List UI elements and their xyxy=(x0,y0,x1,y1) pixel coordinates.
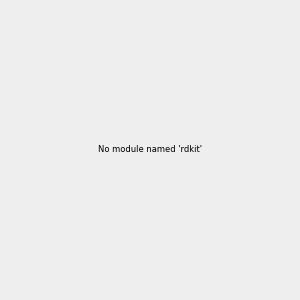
Text: No module named 'rdkit': No module named 'rdkit' xyxy=(98,146,202,154)
